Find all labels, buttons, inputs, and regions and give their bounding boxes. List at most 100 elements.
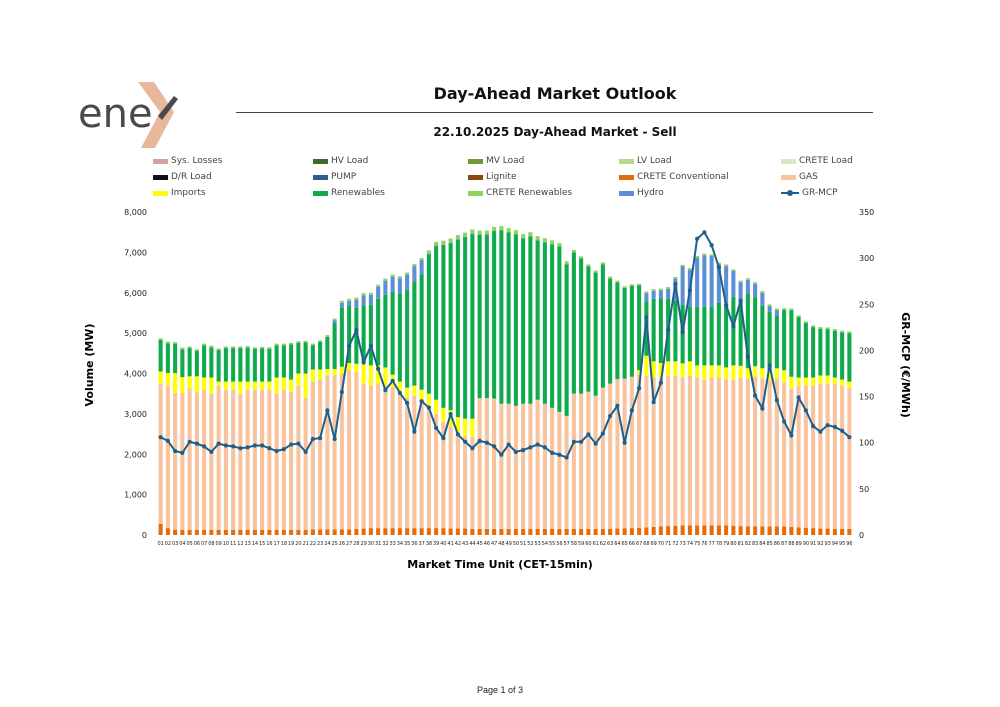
- bar-segment: [709, 377, 714, 526]
- x-tick-label: 90: [803, 541, 809, 547]
- mcp-point: [383, 388, 388, 393]
- bar-segment: [702, 255, 707, 307]
- mcp-point: [753, 393, 758, 398]
- report-subtitle: 22.10.2025 Day-Ahead Market - Sell: [433, 125, 677, 139]
- bar-segment: [434, 241, 439, 246]
- x-tick-label: 62: [600, 541, 606, 547]
- bar-segment: [347, 298, 352, 301]
- bar-segment: [687, 525, 692, 535]
- bar-segment: [310, 529, 315, 535]
- mcp-point: [165, 438, 170, 443]
- bar-segment: [506, 528, 511, 535]
- legend-label: LV Load: [637, 156, 672, 166]
- bar-segment: [383, 528, 388, 535]
- bar-segment: [426, 250, 431, 254]
- bar-segment: [470, 528, 475, 535]
- bar-segment: [782, 370, 787, 383]
- bar-segment: [376, 298, 381, 366]
- x-axis-title: Market Time Unit (CET-15min): [407, 558, 592, 571]
- bar-segment: [760, 526, 765, 535]
- bar-segment: [412, 395, 417, 529]
- bar-segment: [542, 242, 547, 404]
- bar-segment: [368, 385, 373, 529]
- x-tick-label: 64: [614, 541, 620, 547]
- bar-segment: [448, 528, 453, 535]
- bar-segment: [339, 366, 344, 374]
- bar-segment: [745, 368, 750, 379]
- mcp-point: [629, 408, 634, 413]
- mcp-point: [818, 429, 823, 434]
- y-tick-label: 1,000: [124, 491, 147, 500]
- mcp-point: [216, 441, 221, 446]
- bar-segment: [825, 528, 830, 535]
- bar-segment: [303, 529, 308, 535]
- x-tick-label: 65: [621, 541, 627, 547]
- bar-segment: [434, 246, 439, 400]
- mcp-point: [571, 439, 576, 444]
- bar-segment: [296, 385, 301, 530]
- bar-segment: [318, 379, 323, 530]
- bar-segment: [397, 381, 402, 392]
- bar-segment: [296, 373, 301, 386]
- bar-segment: [608, 276, 613, 279]
- y2-tick-label: 100: [859, 439, 874, 448]
- legend-item: Imports: [153, 188, 206, 198]
- bar-segment: [782, 309, 787, 371]
- bar-segment: [724, 304, 729, 368]
- mcp-point: [745, 354, 750, 359]
- bar-segment: [738, 280, 743, 283]
- bar-segment: [216, 350, 221, 382]
- bar-segment: [441, 407, 446, 422]
- x-tick-label: 82: [745, 541, 751, 547]
- bar-segment: [231, 389, 236, 530]
- bar-segment: [492, 226, 497, 231]
- bar-segment: [187, 376, 192, 389]
- bar-segment: [818, 528, 823, 535]
- x-tick-label: 34: [397, 541, 403, 547]
- bar-segment: [615, 379, 620, 529]
- bar-segment: [405, 397, 410, 529]
- bar-segment: [347, 305, 352, 363]
- bar-segment: [716, 525, 721, 535]
- x-tick-label: 01: [157, 541, 163, 547]
- y-tick-label: 6,000: [124, 289, 147, 298]
- bar-segment: [231, 346, 236, 349]
- legend-swatch: [313, 158, 328, 164]
- bar-segment: [666, 375, 671, 527]
- bar-segment: [579, 528, 584, 535]
- bar-segment: [535, 528, 540, 535]
- bar-segment: [455, 434, 460, 529]
- bar-segment: [535, 399, 540, 529]
- bar-segment: [557, 243, 562, 247]
- bar-segment: [753, 376, 758, 527]
- bar-segment: [774, 308, 779, 311]
- bar-segment: [332, 529, 337, 535]
- bar-segment: [165, 343, 170, 374]
- bar-segment: [434, 413, 439, 529]
- bar-segment: [397, 528, 402, 535]
- bar-segment: [448, 243, 453, 411]
- bar-segment: [774, 310, 779, 316]
- bar-segment: [303, 397, 308, 530]
- bar-segment: [745, 279, 750, 294]
- bar-segment: [484, 528, 489, 535]
- bar-segment: [673, 277, 678, 279]
- bar-segment: [187, 388, 192, 530]
- x-tick-label: 93: [824, 541, 830, 547]
- bar-segment: [600, 528, 605, 535]
- bar-segment: [658, 363, 663, 378]
- bar-segment: [796, 315, 801, 317]
- bar-segment: [789, 308, 794, 311]
- bar-segment: [586, 264, 591, 267]
- bar-segment: [622, 378, 627, 529]
- bar-segment: [325, 335, 330, 337]
- x-tick-label: 27: [346, 541, 352, 547]
- bar-segment: [173, 342, 178, 344]
- x-tick-label: 84: [759, 541, 765, 547]
- bar-segment: [252, 347, 257, 349]
- bar-segment: [180, 347, 185, 350]
- bar-segment: [709, 525, 714, 535]
- bar-segment: [238, 393, 243, 530]
- bar-segment: [608, 383, 613, 529]
- bar-segment: [376, 286, 381, 299]
